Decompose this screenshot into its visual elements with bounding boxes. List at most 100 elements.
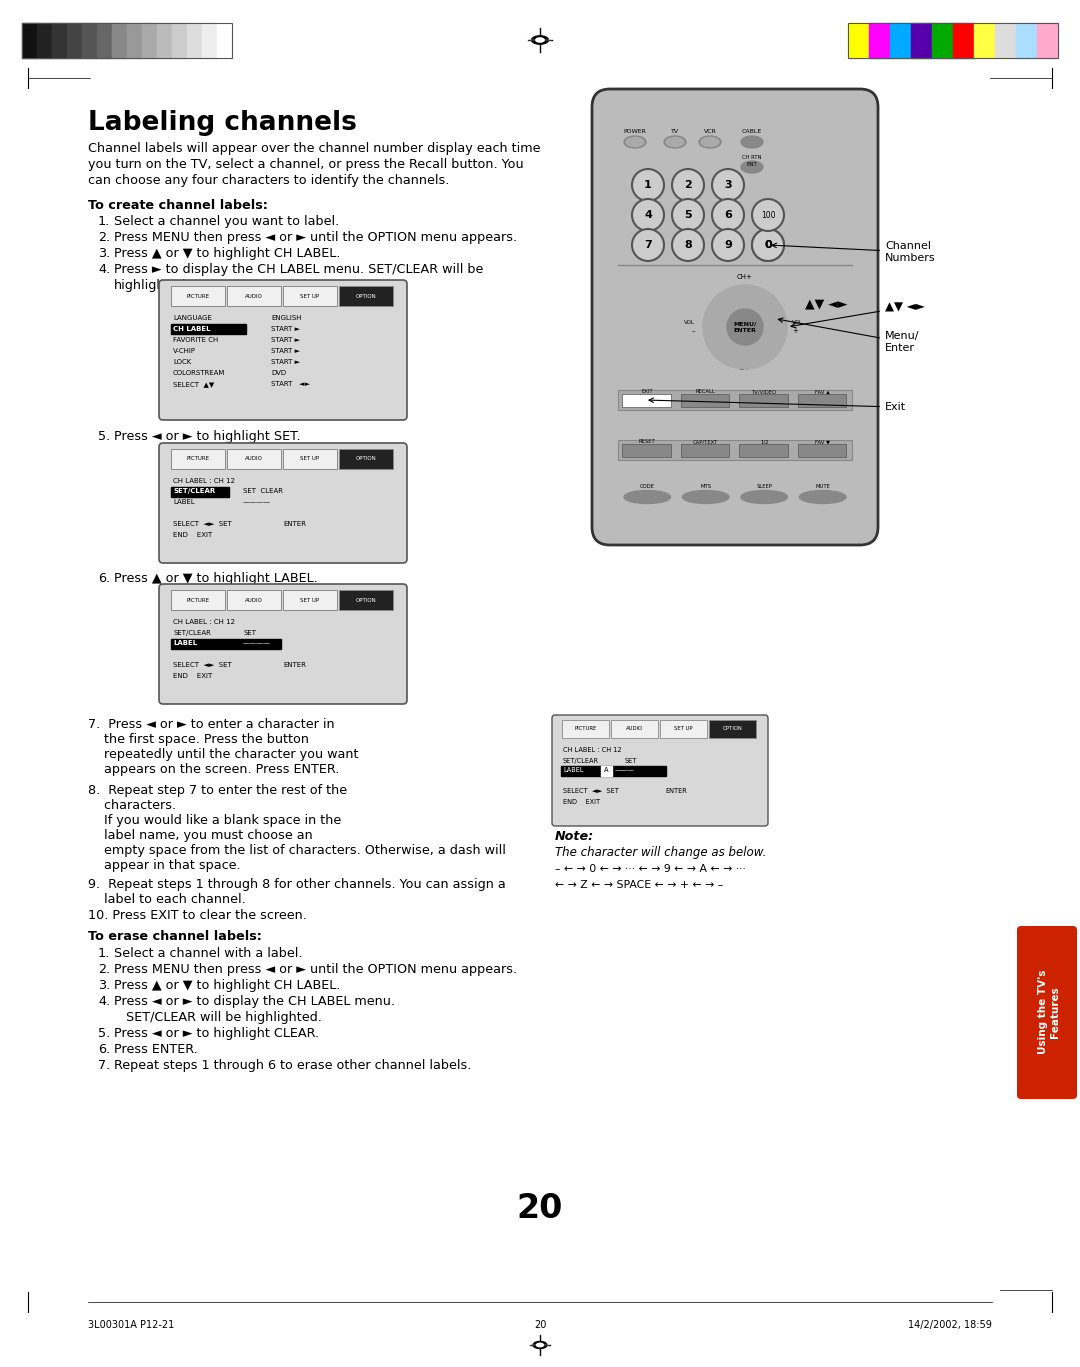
Text: ————: ————	[243, 499, 271, 504]
Bar	[890, 23, 912, 57]
Text: Press ENTER.: Press ENTER.	[114, 1043, 198, 1055]
Text: Channel labels will appear over the channel number display each time: Channel labels will appear over the chan…	[87, 142, 540, 154]
Text: START ►: START ►	[271, 325, 300, 332]
Text: ENTER: ENTER	[665, 787, 687, 794]
Text: 3.: 3.	[98, 979, 110, 992]
Text: Press ◄ or ► to highlight SET.: Press ◄ or ► to highlight SET.	[114, 431, 300, 443]
Text: ← → Z ← → SPACE ← → + ← → –: ← → Z ← → SPACE ← → + ← → –	[555, 880, 724, 890]
Text: LANGUAGE: LANGUAGE	[173, 314, 212, 321]
Text: Labeling channels: Labeling channels	[87, 109, 356, 135]
Text: SET  CLEAR: SET CLEAR	[243, 488, 283, 493]
Circle shape	[632, 170, 664, 201]
Bar	[869, 23, 890, 57]
Text: SELECT  ◄►  SET: SELECT ◄► SET	[563, 787, 619, 794]
Text: CODE: CODE	[639, 484, 654, 489]
Text: Select a channel you want to label.: Select a channel you want to label.	[114, 215, 339, 228]
Text: label to each channel.: label to each channel.	[87, 893, 246, 906]
Text: START ►: START ►	[271, 360, 300, 365]
Text: AUDIO: AUDIO	[245, 457, 262, 462]
Bar	[283, 448, 337, 469]
Bar	[171, 638, 281, 649]
Text: AUDIO: AUDIO	[626, 726, 643, 731]
Text: Press MENU then press ◄ or ► until the OPTION menu appears.: Press MENU then press ◄ or ► until the O…	[114, 231, 517, 243]
FancyBboxPatch shape	[159, 280, 407, 420]
Text: 7: 7	[644, 241, 652, 250]
Bar	[22, 23, 232, 57]
Text: the first space. Press the button: the first space. Press the button	[87, 733, 309, 746]
Text: START   ◄►: START ◄►	[271, 381, 310, 387]
Bar	[283, 286, 337, 306]
Bar	[171, 286, 225, 306]
Text: SET: SET	[243, 630, 256, 636]
Text: appears on the screen. Press ENTER.: appears on the screen. Press ENTER.	[87, 763, 339, 776]
Bar	[52, 23, 67, 57]
Text: ENTER: ENTER	[283, 521, 306, 528]
Bar	[912, 23, 932, 57]
FancyBboxPatch shape	[592, 89, 878, 545]
FancyBboxPatch shape	[159, 443, 407, 563]
Text: 100: 100	[760, 211, 775, 220]
Bar	[112, 23, 127, 57]
Bar	[618, 440, 852, 461]
Ellipse shape	[666, 138, 684, 146]
Text: FAVORITE CH: FAVORITE CH	[173, 338, 218, 343]
Ellipse shape	[624, 135, 646, 148]
Text: 7.: 7.	[98, 1059, 110, 1072]
Text: SET/CLEAR: SET/CLEAR	[173, 488, 215, 493]
Text: Press ► to display the CH LABEL menu. SET/CLEAR will be: Press ► to display the CH LABEL menu. SE…	[114, 262, 484, 276]
Text: Press ◄ or ► to display the CH LABEL menu.: Press ◄ or ► to display the CH LABEL men…	[114, 995, 395, 1007]
Text: END    EXIT: END EXIT	[173, 532, 213, 539]
FancyBboxPatch shape	[159, 584, 407, 704]
Bar	[797, 394, 846, 407]
Text: SET: SET	[625, 757, 637, 764]
Text: appear in that space.: appear in that space.	[87, 858, 241, 872]
Text: 2.: 2.	[98, 962, 110, 976]
Text: VOL: VOL	[792, 320, 802, 325]
Wedge shape	[713, 284, 778, 316]
Bar	[171, 448, 225, 469]
Text: Using the TV's
Features: Using the TV's Features	[1038, 969, 1059, 1054]
Text: TV: TV	[671, 128, 679, 134]
Bar	[227, 448, 281, 469]
Bar	[82, 23, 97, 57]
Circle shape	[752, 200, 784, 231]
Bar	[739, 394, 787, 407]
Bar	[171, 487, 229, 498]
Wedge shape	[757, 295, 787, 360]
Ellipse shape	[626, 138, 644, 146]
Text: LABEL: LABEL	[173, 499, 194, 504]
Text: AUDIO: AUDIO	[245, 597, 262, 603]
Bar	[171, 591, 225, 610]
Bar	[127, 23, 141, 57]
Ellipse shape	[741, 491, 787, 503]
Ellipse shape	[531, 36, 549, 44]
Text: CH–: CH–	[739, 365, 752, 370]
Text: Press ▲ or ▼ to highlight CH LABEL.: Press ▲ or ▼ to highlight CH LABEL.	[114, 979, 340, 992]
Text: CH LABEL: CH LABEL	[173, 325, 211, 332]
Text: FAV ▼: FAV ▼	[815, 439, 831, 444]
Text: ENTER: ENTER	[283, 662, 306, 668]
Ellipse shape	[624, 491, 671, 503]
Text: Exit: Exit	[649, 398, 906, 411]
Text: characters.: characters.	[87, 798, 176, 812]
Bar	[67, 23, 82, 57]
Ellipse shape	[701, 138, 719, 146]
Text: 3.: 3.	[98, 247, 110, 260]
Text: SET UP: SET UP	[674, 726, 692, 731]
Ellipse shape	[664, 135, 686, 148]
Text: SET/CLEAR: SET/CLEAR	[173, 630, 211, 636]
Bar	[600, 766, 612, 776]
Text: 5: 5	[685, 211, 692, 220]
Bar	[562, 720, 609, 738]
Text: –: –	[691, 328, 696, 334]
Bar	[22, 23, 37, 57]
Text: SET UP: SET UP	[300, 457, 320, 462]
Ellipse shape	[799, 491, 846, 503]
Text: ENGLISH: ENGLISH	[271, 314, 301, 321]
Text: MUTE: MUTE	[815, 484, 831, 489]
Circle shape	[632, 200, 664, 231]
Text: SET UP: SET UP	[300, 597, 320, 603]
Text: MTS: MTS	[700, 484, 712, 489]
Text: RECALL: RECALL	[696, 390, 716, 394]
Text: MENU/: MENU/	[733, 321, 757, 327]
